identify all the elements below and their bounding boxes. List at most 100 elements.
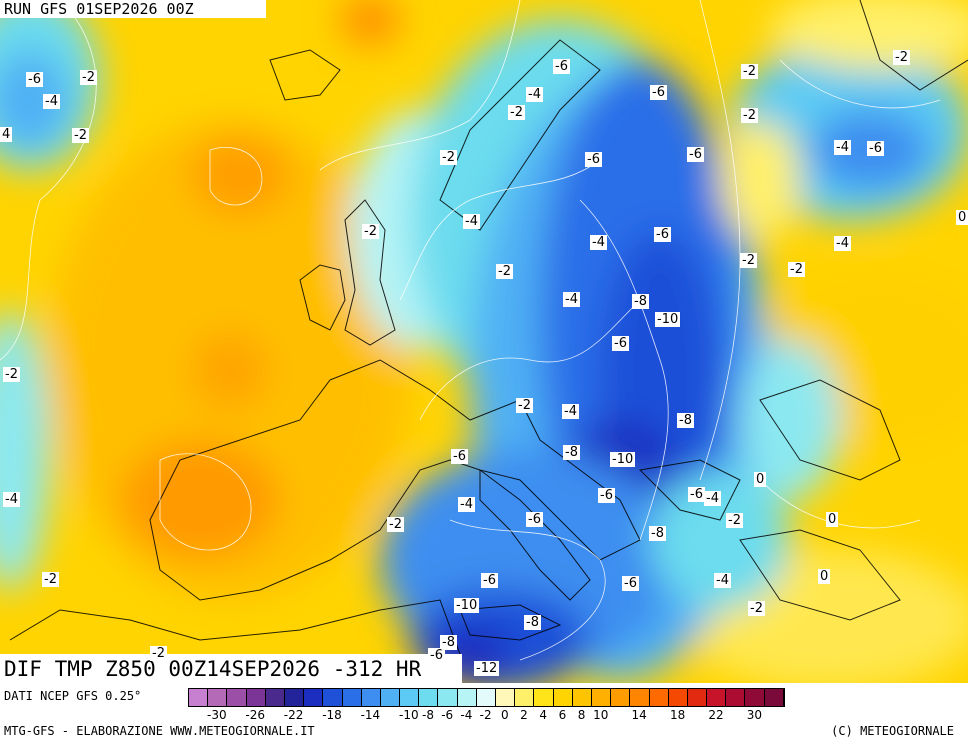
legend-swatch	[745, 689, 765, 706]
contour-label: -2	[788, 262, 805, 277]
legend-swatch	[438, 689, 458, 706]
contour-label: -4	[458, 497, 475, 512]
contour-label: -6	[622, 576, 639, 591]
legend-tick-label: 6	[558, 708, 567, 722]
run-title: RUN GFS 01SEP2026 00Z	[0, 0, 266, 18]
legend-swatch	[668, 689, 688, 706]
map-title: DIF TMP Z850 00Z14SEP2026 -312 HR	[0, 654, 462, 684]
contour-label: 4	[0, 127, 13, 142]
legend-swatch	[630, 689, 650, 706]
legend-swatch	[284, 689, 305, 706]
contour-label: -6	[650, 85, 667, 100]
contour-label: -4	[590, 235, 607, 250]
contour-label: -2	[508, 105, 525, 120]
contour-label: -6	[654, 227, 671, 242]
contour-label: -4	[43, 94, 60, 109]
legend-swatch	[189, 689, 209, 706]
contour-label: 0	[826, 512, 839, 527]
contour-label: -10	[454, 598, 480, 613]
contour-label: -10	[655, 312, 681, 327]
legend-swatch	[496, 689, 516, 706]
contour-label: -2	[516, 398, 533, 413]
legend-swatch	[400, 689, 420, 706]
legend-swatch	[246, 689, 266, 706]
contour-label: -6	[451, 449, 468, 464]
contour-label: -2	[741, 64, 758, 79]
contour-label: -6	[585, 152, 602, 167]
color-scale	[188, 688, 785, 707]
legend-tick-label: -8	[422, 708, 434, 722]
contour-label: -6	[26, 72, 43, 87]
legend-swatch	[687, 689, 708, 706]
contour-label: -2	[150, 646, 167, 661]
legend-tick-label: 8	[577, 708, 586, 722]
legend-swatch	[419, 689, 439, 706]
legend-tick-label: 2	[520, 708, 528, 722]
legend-swatch	[591, 689, 612, 706]
temperature-anomaly-map	[0, 0, 968, 683]
contour-label: -4	[714, 573, 731, 588]
contour-label: -2	[496, 264, 513, 279]
contour-label: -8	[563, 445, 580, 460]
contour-label: -6	[553, 59, 570, 74]
footer-credit: MTG-GFS - ELABORAZIONE WWW.METEOGIORNALE…	[4, 724, 315, 738]
legend-swatch	[342, 689, 362, 706]
contour-label: -2	[362, 224, 379, 239]
legend-tick-label: -18	[322, 708, 342, 722]
contour-label: -8	[440, 635, 457, 650]
legend-swatch	[534, 689, 554, 706]
legend-swatch	[304, 689, 324, 706]
contour-label: -6	[867, 141, 884, 156]
legend-swatch	[323, 689, 343, 706]
legend-swatch	[361, 689, 381, 706]
contour-label: -6	[428, 648, 445, 663]
contour-label: -2	[726, 513, 743, 528]
legend-tick-label: -10	[398, 708, 419, 722]
contour-label: -2	[3, 367, 20, 382]
legend-tick-label: 14	[631, 708, 647, 722]
legend-swatch	[515, 689, 535, 706]
legend-swatch	[265, 689, 285, 706]
contour-label: -4	[563, 292, 580, 307]
contour-label: -4	[834, 236, 851, 251]
contour-label: -4	[562, 404, 579, 419]
legend-swatch	[227, 689, 247, 706]
legend-tick-label: 0	[500, 708, 509, 722]
contour-label: -2	[740, 253, 757, 268]
coastlines	[9, 0, 968, 655]
legend-swatch	[611, 689, 631, 706]
legend-tick-label: -2	[479, 708, 492, 722]
legend-swatch	[764, 689, 784, 706]
contour-label: -8	[649, 526, 666, 541]
legend-swatch	[380, 689, 401, 706]
contour-label: -6	[687, 147, 704, 162]
color-scale-ticks: -30 -26 -22 -18 -14 -10 -8 -6 -4 -2 0 2 4 6 8 10 14 18 22 3…	[188, 708, 968, 724]
legend-swatch	[208, 689, 228, 706]
contour-label: -2	[72, 128, 89, 143]
legend-swatch	[572, 689, 592, 706]
contour-label: -6	[481, 573, 498, 588]
contour-label: -10	[610, 452, 636, 467]
legend-tick-label: -30	[206, 708, 227, 722]
legend-swatch	[726, 689, 746, 706]
data-source: DATI NCEP GFS 0.25°	[4, 689, 142, 703]
contour-label: -2	[42, 572, 59, 587]
legend-tick-label: 30	[746, 708, 763, 722]
contour-label: 0	[754, 472, 767, 487]
legend-swatch	[553, 689, 573, 706]
contour-label: -8	[632, 294, 649, 309]
contour-label: -4	[834, 140, 851, 155]
copyright: (C) METEOGIORNALE	[831, 724, 954, 738]
legend-swatch	[707, 689, 727, 706]
contour-label: -4	[3, 492, 20, 507]
contour-label: -6	[598, 488, 615, 503]
contour-label: -4	[526, 87, 543, 102]
legend-tick-label: 4	[539, 708, 548, 722]
legend-tick-label: 10	[593, 708, 609, 722]
contour-label: -12	[474, 661, 500, 676]
contour-label: -2	[741, 108, 758, 123]
contour-label: -4	[463, 214, 480, 229]
contour-label: -6	[526, 512, 543, 527]
legend-tick-label: -22	[283, 708, 304, 722]
contour-label: -2	[80, 70, 97, 85]
